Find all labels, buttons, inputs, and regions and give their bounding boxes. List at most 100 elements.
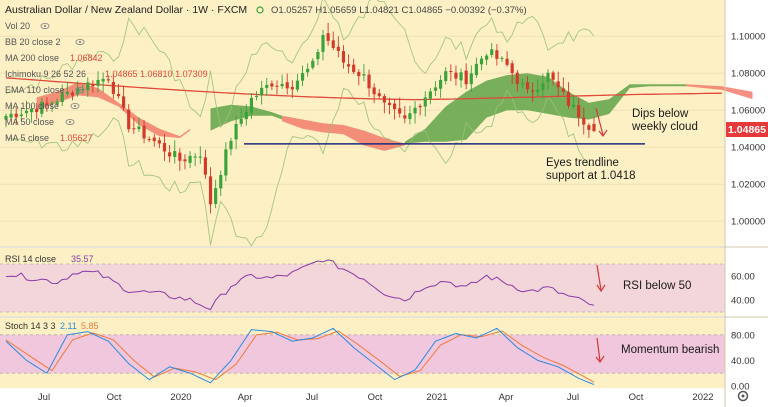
- candle: [571, 95, 576, 109]
- eye-icon[interactable]: [40, 22, 50, 30]
- candle-body: [336, 46, 340, 51]
- candle: [393, 98, 397, 120]
- indicator-row[interactable]: BB 20 close 2: [5, 37, 85, 47]
- candle: [346, 54, 351, 74]
- candle-body: [265, 84, 269, 88]
- candle-body: [70, 92, 75, 96]
- time-tick-label: 2020: [170, 392, 191, 403]
- indicator-row[interactable]: Ichimoku 9 26 52 26 1.04865 1.06810 1.073…: [5, 69, 208, 79]
- eye-icon[interactable]: [65, 118, 75, 126]
- stoch-label: Stoch 14 3 3: [5, 321, 56, 331]
- candle-body: [239, 118, 243, 124]
- candle-body: [188, 155, 192, 163]
- eye-icon[interactable]: [75, 86, 85, 94]
- bollinger-band: [5, 0, 595, 247]
- candle-body: [229, 140, 233, 150]
- candle: [510, 60, 514, 84]
- price-tick-label: 1.08000: [731, 69, 765, 80]
- candle: [29, 105, 34, 123]
- indicator-row[interactable]: Vol 20: [5, 21, 50, 31]
- candle: [280, 74, 284, 89]
- candle: [265, 77, 269, 97]
- time-axis: Jul Oct 2020 Apr Jul Oct 2021 Apr Jul Oct 2022: [38, 392, 714, 403]
- eye-icon[interactable]: [75, 38, 85, 46]
- eye-icon[interactable]: [70, 102, 80, 110]
- candle: [183, 154, 187, 170]
- candle: [116, 83, 121, 99]
- candle-body: [515, 72, 519, 84]
- candle: [203, 149, 207, 179]
- candle: [357, 69, 361, 86]
- candle: [321, 29, 325, 61]
- rsi-line: [5, 259, 595, 311]
- candle-body: [60, 93, 64, 103]
- candle-body: [372, 87, 376, 95]
- candle-body: [157, 140, 161, 144]
- candle: [464, 63, 468, 90]
- candle-body: [408, 113, 412, 120]
- candle-body: [331, 40, 335, 48]
- time-tick-label: Oct: [629, 392, 644, 403]
- rsi-value: 35.57: [71, 254, 94, 264]
- indicator-row[interactable]: EMA 110 close: [5, 85, 85, 95]
- candle-body: [439, 79, 443, 89]
- candle-body: [116, 94, 121, 97]
- time-tick-label: 2022: [692, 392, 713, 403]
- gear-icon[interactable]: [737, 390, 749, 402]
- candle: [495, 44, 499, 66]
- candle: [377, 89, 381, 99]
- candle: [157, 137, 161, 149]
- indicator-row[interactable]: MA 200 close 1.06842: [5, 53, 103, 63]
- candle-body: [357, 71, 361, 77]
- stoch-tick-label: 80.00: [731, 330, 755, 341]
- time-tick-label: Oct: [107, 392, 122, 403]
- candle-body: [341, 51, 346, 63]
- candle-body: [111, 81, 115, 94]
- candle: [490, 42, 494, 58]
- indicator-row[interactable]: MA 50 close: [5, 117, 75, 127]
- candle: [244, 104, 248, 126]
- candle-body: [352, 64, 356, 73]
- eye-icon-pupil: [68, 120, 72, 124]
- candle: [35, 103, 39, 120]
- indicator-row[interactable]: MA 100 close: [5, 101, 80, 111]
- eye-icon-pupil: [43, 24, 47, 28]
- candle: [168, 145, 172, 163]
- annotation-cloud-text: Dips below weekly cloud: [631, 108, 698, 133]
- bb-lower-line: [5, 87, 595, 247]
- arrow-down-icon: [595, 107, 604, 136]
- candle-body: [295, 80, 300, 90]
- candle: [60, 84, 64, 107]
- candle: [96, 71, 100, 93]
- candle-body: [367, 74, 371, 89]
- candle-body: [346, 64, 351, 67]
- annotation-line: support at 1.0418: [546, 170, 636, 182]
- candle-body: [254, 96, 259, 98]
- indicator-row[interactable]: MA 5 close 1.05627: [5, 133, 93, 143]
- candle-body: [582, 117, 586, 125]
- price-tag-text: 1.04865: [728, 124, 766, 136]
- rsi-legend[interactable]: RSI 14 close 35.57: [5, 254, 94, 264]
- candle-body: [81, 89, 85, 91]
- gear-icon-center: [741, 394, 745, 398]
- candle: [152, 133, 156, 147]
- candle-body: [137, 126, 141, 130]
- candle: [454, 65, 458, 86]
- symbol-title[interactable]: Australian Dollar / New Zealand Dollar ·…: [5, 4, 247, 16]
- candle: [531, 82, 535, 103]
- annotation-trendline-text: Eyes trendline support at 1.0418: [546, 157, 636, 182]
- arrow-down-icon: [598, 129, 608, 138]
- candle-body: [485, 55, 489, 60]
- candle-body: [546, 72, 550, 83]
- candle: [91, 80, 95, 94]
- indicator-list[interactable]: Vol 20 BB 20 close 2 MA 200 close 1.06842 Ic…: [5, 21, 208, 143]
- candle: [418, 103, 422, 116]
- stoch-legend[interactable]: Stoch 14 3 3 2.11 5.85: [5, 321, 99, 331]
- candle: [423, 91, 427, 117]
- price-tick-label: 1.10000: [731, 32, 765, 43]
- candle-body: [577, 105, 581, 118]
- candle: [566, 82, 571, 109]
- candle: [469, 65, 473, 92]
- candle-body: [86, 82, 90, 91]
- rsi-label: RSI 14 close: [5, 254, 56, 264]
